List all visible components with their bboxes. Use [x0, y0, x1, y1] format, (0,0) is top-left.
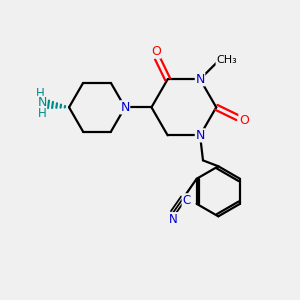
Text: N: N: [120, 101, 130, 114]
Text: N: N: [169, 213, 178, 226]
Text: H: H: [36, 87, 44, 100]
Text: N: N: [195, 129, 205, 142]
Text: N: N: [37, 96, 46, 110]
Text: O: O: [151, 45, 161, 58]
Text: O: O: [239, 114, 249, 127]
Text: H: H: [38, 107, 46, 120]
Text: C: C: [182, 194, 190, 207]
Text: CH₃: CH₃: [216, 55, 237, 65]
Text: N: N: [195, 73, 205, 86]
